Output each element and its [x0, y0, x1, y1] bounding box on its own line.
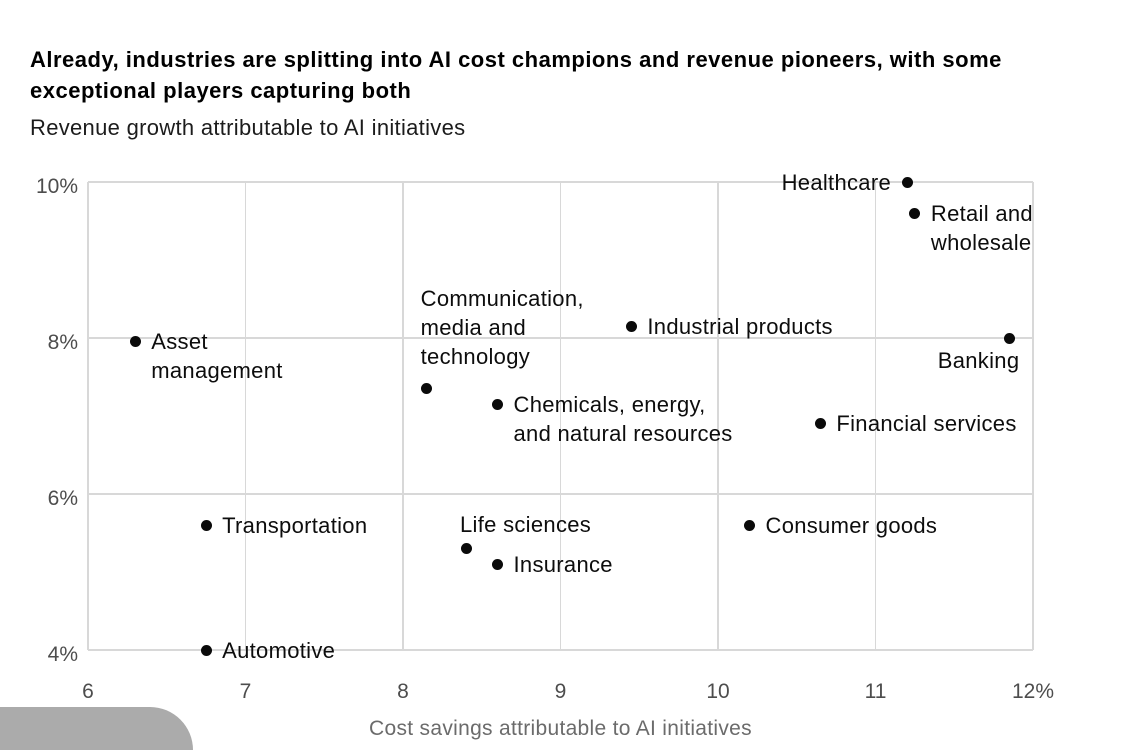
point-label: Financial services — [836, 411, 1017, 437]
plot-area: Healthcare Retail and wholesale Industrial… — [87, 170, 1034, 663]
data-point-financial-services — [814, 418, 826, 430]
point-label: Automotive — [222, 637, 336, 663]
point-label: Banking — [937, 348, 1020, 373]
point-label: Life sciences — [460, 511, 592, 537]
data-point-industrial-products — [625, 320, 637, 332]
y-tick-label: 8% — [47, 330, 78, 354]
gridline-vertical — [1032, 182, 1034, 650]
point-label: Chemicals, energy, and natural resources — [513, 391, 733, 446]
point-label: Industrial products — [647, 313, 833, 339]
data-point-healthcare — [901, 176, 913, 188]
y-tick-label: 6% — [47, 486, 78, 510]
point-label: Healthcare — [781, 169, 891, 195]
gridline-horizontal — [88, 337, 1033, 339]
point-label: Asset management — [151, 329, 283, 384]
gridline-vertical — [717, 182, 719, 650]
point-label: Insurance — [513, 551, 613, 577]
x-tick-label: 7 — [239, 680, 252, 703]
data-point-banking — [1003, 332, 1015, 344]
data-point-retail-and-wholesale — [909, 207, 921, 219]
gridline-vertical — [559, 182, 562, 650]
y-tick-label: 4% — [47, 642, 78, 666]
data-point-chemicals-energy-and-natural-resources — [492, 398, 503, 410]
gridline-vertical — [244, 182, 247, 650]
point-label: Retail and wholesale — [930, 200, 1033, 255]
x-tick-label: 8 — [397, 680, 409, 703]
y-tick-label: 10% — [35, 174, 78, 198]
gridline-vertical — [874, 182, 877, 650]
gridline-horizontal — [88, 493, 1033, 495]
gridline-horizontal — [88, 649, 1033, 651]
chart-subtitle: Revenue growth attributable to AI initia… — [30, 115, 466, 140]
chart-title: Already, industries are splitting into A… — [30, 47, 1002, 103]
data-point-asset-management — [129, 336, 141, 348]
data-point-life-sciences — [460, 543, 472, 555]
data-point-consumer-goods — [744, 519, 755, 531]
point-label: Transportation — [222, 512, 368, 538]
x-tick-label: 11 — [864, 680, 887, 703]
gridline-vertical — [87, 182, 89, 650]
x-tick-label: 12% — [1011, 680, 1055, 703]
point-label: Consumer goods — [765, 512, 938, 538]
x-tick-label: 10 — [706, 680, 730, 703]
gridline-vertical — [402, 182, 404, 650]
data-point-communication-media-and-technology — [421, 383, 433, 395]
x-tick-label: 6 — [82, 680, 94, 703]
point-label: Communication, media and technology — [420, 285, 584, 369]
x-axis-title: Cost savings attributable to AI initiati… — [369, 717, 752, 740]
data-point-transportation — [200, 519, 212, 531]
corner-overlay-shape — [0, 707, 193, 750]
gridline-horizontal — [88, 181, 1033, 183]
data-point-insurance — [492, 558, 503, 570]
data-point-automotive — [200, 644, 212, 656]
x-tick-label: 9 — [554, 680, 567, 703]
